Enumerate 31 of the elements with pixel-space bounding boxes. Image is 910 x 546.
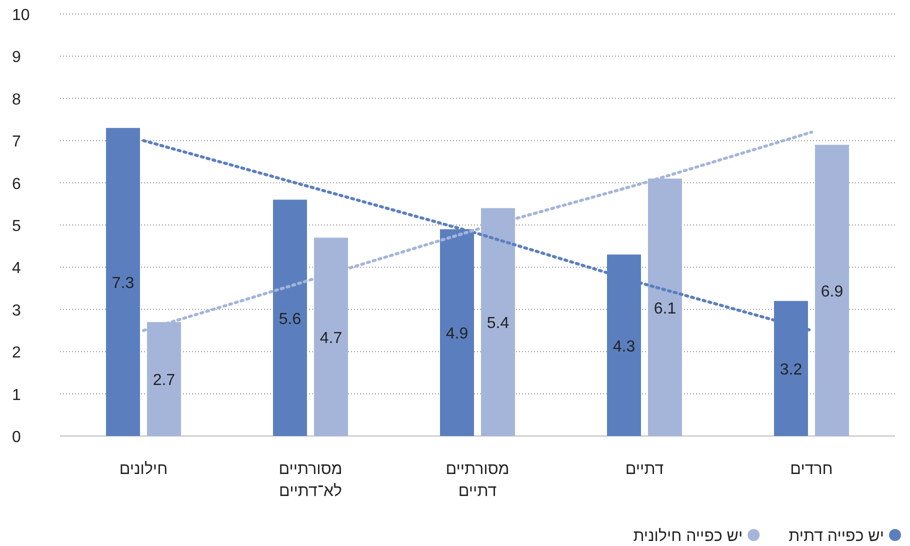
y-tick-label: 4: [12, 260, 21, 278]
data-label: 2.7: [152, 372, 176, 390]
legend-label: יש כפייה דתית: [788, 528, 884, 545]
x-tick-label: חילונים: [119, 460, 168, 478]
data-label: 7.3: [112, 274, 134, 292]
x-tick-label: מסורתיים דתיים: [446, 461, 510, 500]
bar: [815, 144, 849, 436]
y-tick-label: 3: [12, 302, 21, 320]
data-label: 3.2: [780, 361, 802, 378]
data-label: 6.9: [820, 283, 844, 300]
x-tick-label: דתיים: [625, 461, 664, 478]
y-tick-label: 5: [12, 218, 21, 235]
data-label: 5.6: [278, 310, 302, 328]
data-label: 4.3: [612, 338, 636, 356]
bar: [106, 128, 140, 436]
y-tick-label: 2: [12, 344, 21, 362]
data-label: 4.9: [446, 326, 468, 343]
x-tick-label: חרדים: [790, 461, 833, 478]
y-tick-label: 1: [12, 386, 21, 404]
bar: [273, 200, 307, 436]
data-label: 6.1: [654, 300, 676, 318]
y-tick-label: 10: [12, 7, 30, 24]
y-tick-label: 6: [12, 176, 21, 193]
data-label: 5.4: [486, 315, 510, 332]
data-label: 4.7: [320, 330, 342, 347]
y-tick-label: 7: [12, 134, 21, 151]
legend-label: יש כפייה חילונית: [633, 527, 743, 545]
y-tick-label: 9: [12, 49, 21, 66]
y-tick-label: 0: [12, 429, 21, 446]
x-tick-label: מסורתיים לא־דתיים: [278, 461, 342, 500]
y-tick-label: 8: [12, 91, 21, 108]
